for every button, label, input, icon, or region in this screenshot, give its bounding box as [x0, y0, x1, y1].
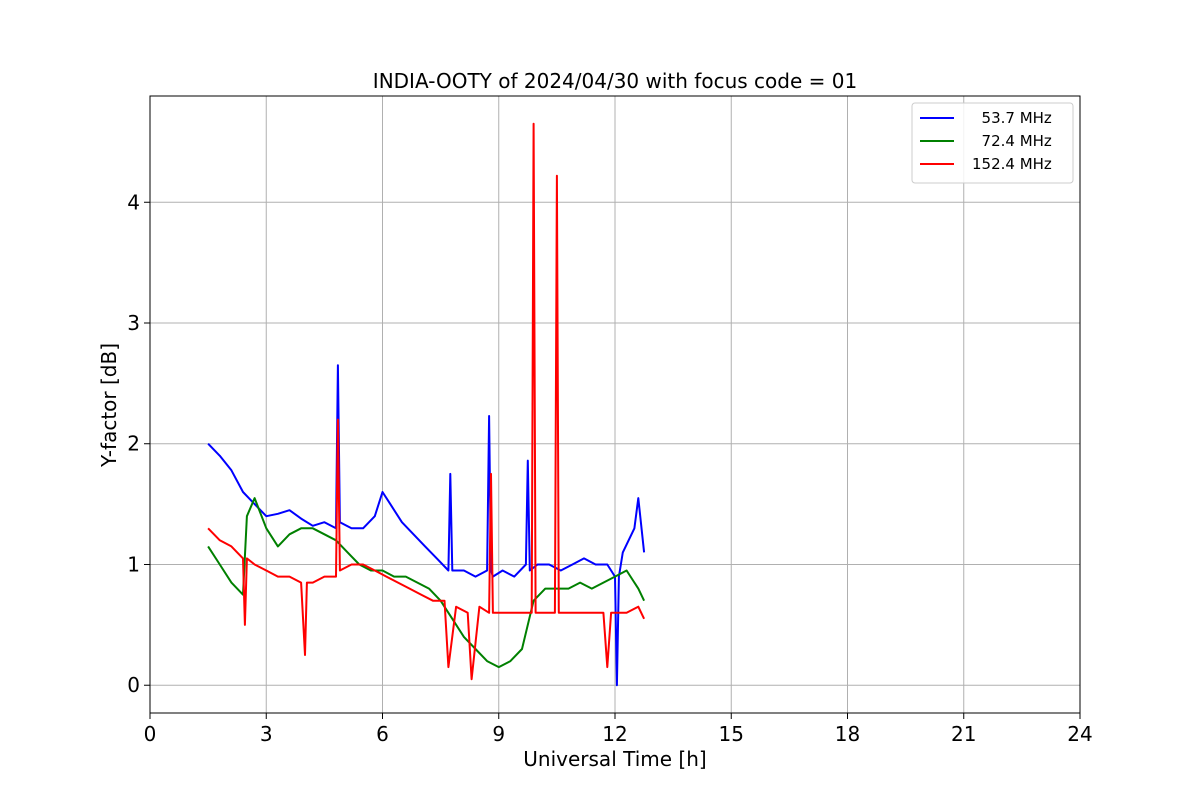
x-axis-label: Universal Time [h]: [523, 747, 706, 771]
x-tick-label-1: 3: [260, 722, 273, 746]
y-tick-label-4: 4: [127, 190, 140, 214]
x-tick-label-8: 24: [1067, 722, 1092, 746]
legend-label-0: 53.7 MHz: [972, 109, 1052, 127]
x-tick-label-5: 15: [719, 722, 744, 746]
series-line-0: [207, 364, 646, 687]
y-tick-label-0: 0: [127, 673, 140, 697]
chart-title: INDIA-OOTY of 2024/04/30 with focus code…: [373, 69, 857, 93]
y-axis-label: Y-factor [dB]: [97, 343, 121, 468]
series-line-1: [207, 497, 646, 669]
y-tick-label-2: 2: [127, 432, 140, 456]
x-tick-label-4: 12: [602, 722, 627, 746]
x-tick-label-7: 21: [951, 722, 976, 746]
y-tick-label-1: 1: [127, 552, 140, 576]
x-tick-label-2: 6: [376, 722, 389, 746]
y-tick-label-3: 3: [127, 311, 140, 335]
legend-label-2: 152.4 MHz: [972, 155, 1052, 173]
series-line-2: [207, 122, 646, 681]
x-tick-label-0: 0: [144, 722, 157, 746]
x-tick-label-6: 18: [835, 722, 860, 746]
plot-area: [207, 122, 646, 687]
legend-label-1: 72.4 MHz: [972, 132, 1052, 150]
x-tick-label-3: 9: [492, 722, 505, 746]
legend: 53.7 MHz 72.4 MHz 152.4 MHz: [911, 102, 1074, 184]
